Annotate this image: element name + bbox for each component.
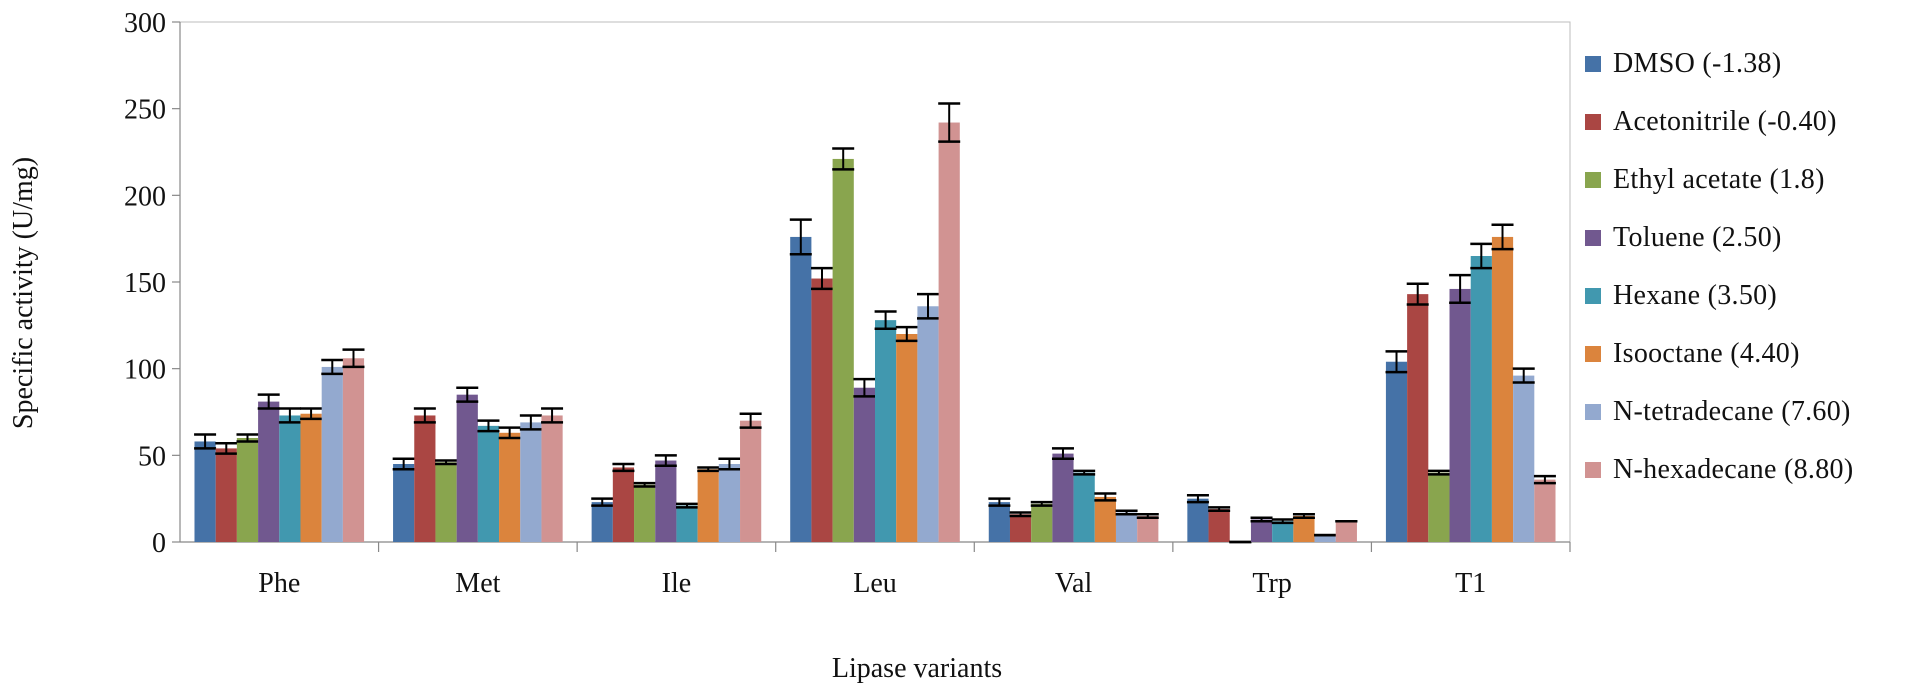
bar xyxy=(875,320,897,542)
bar xyxy=(393,464,415,542)
legend-label: Toluene (2.50) xyxy=(1613,222,1782,253)
bar xyxy=(541,415,563,542)
bar xyxy=(938,122,960,543)
bar xyxy=(1272,521,1294,542)
bar xyxy=(655,460,677,542)
bar xyxy=(520,422,542,542)
bar xyxy=(1491,236,1514,542)
bar xyxy=(832,158,854,542)
bar xyxy=(676,505,698,542)
legend-swatch xyxy=(1585,114,1601,130)
legend-label: N-hexadecane (8.80) xyxy=(1613,454,1854,485)
bar xyxy=(300,413,322,542)
bar xyxy=(1052,453,1074,542)
legend-swatch xyxy=(1585,56,1601,72)
bar xyxy=(740,420,762,542)
bar xyxy=(1534,479,1556,542)
y-tick-label: 0 xyxy=(152,528,166,559)
bar xyxy=(1314,535,1336,542)
legend-item: Toluene (2.50) xyxy=(1585,209,1915,267)
y-tick-label: 150 xyxy=(124,268,166,299)
y-tick-label: 250 xyxy=(124,95,166,126)
bar xyxy=(456,394,478,542)
bar xyxy=(321,366,343,542)
legend-item: Isooctane (4.40) xyxy=(1585,325,1915,383)
bar xyxy=(1293,516,1315,542)
bar xyxy=(917,306,939,542)
bar xyxy=(258,401,280,542)
bar xyxy=(591,502,613,542)
y-tick-label: 300 xyxy=(124,8,166,39)
x-tick-label: Trp xyxy=(1252,568,1291,599)
bar xyxy=(718,464,741,542)
x-tick-label: Val xyxy=(1055,568,1093,599)
legend-item: Ethyl acetate (1.8) xyxy=(1585,151,1915,209)
bar xyxy=(1094,496,1116,542)
bar xyxy=(811,278,833,542)
bar xyxy=(1115,512,1138,542)
x-tick-label: Phe xyxy=(258,568,300,599)
legend-label: Acetonitrile (-0.40) xyxy=(1613,106,1837,137)
legend-item: DMSO (-1.38) xyxy=(1585,35,1915,93)
bar xyxy=(697,469,719,542)
bar xyxy=(1187,498,1209,542)
bar xyxy=(612,467,635,542)
legend-swatch xyxy=(1585,404,1601,420)
bar xyxy=(236,438,259,542)
legend-swatch xyxy=(1585,230,1601,246)
legend-label: Ethyl acetate (1.8) xyxy=(1613,164,1825,195)
bar xyxy=(1009,514,1032,542)
bar xyxy=(1407,294,1429,542)
bar xyxy=(1428,472,1450,542)
bar xyxy=(896,334,918,542)
legend-label: N-tetradecane (7.60) xyxy=(1613,396,1851,427)
bar xyxy=(194,441,216,542)
legend-swatch xyxy=(1585,288,1601,304)
y-tick-label: 200 xyxy=(124,181,166,212)
bar xyxy=(215,448,237,542)
legend-item: Acetonitrile (-0.40) xyxy=(1585,93,1915,151)
x-tick-label: Leu xyxy=(853,568,897,599)
legend-item: N-hexadecane (8.80) xyxy=(1585,441,1915,499)
legend-label: Isooctane (4.40) xyxy=(1613,338,1800,369)
legend: DMSO (-1.38) Acetonitrile (-0.40) Ethyl ac… xyxy=(1585,35,1915,499)
bar xyxy=(1470,256,1492,542)
y-tick-label: 100 xyxy=(124,355,166,386)
x-tick-label: Met xyxy=(455,568,500,599)
y-tick-label: 50 xyxy=(138,441,166,472)
bar xyxy=(435,462,457,542)
x-axis-label: Lipase variants xyxy=(832,653,1002,684)
bar xyxy=(499,432,521,542)
bar xyxy=(414,415,436,542)
bar xyxy=(342,358,365,542)
legend-swatch xyxy=(1585,172,1601,188)
legend-label: Hexane (3.50) xyxy=(1613,280,1778,311)
bar xyxy=(477,425,500,542)
x-tick-label: T1 xyxy=(1455,568,1486,599)
bar xyxy=(1073,472,1095,542)
y-axis-label: Specific activity (U/mg) xyxy=(8,157,39,429)
legend-item: N-tetradecane (7.60) xyxy=(1585,383,1915,441)
bar xyxy=(634,484,656,542)
bar xyxy=(1335,521,1357,542)
bar xyxy=(790,236,812,542)
bar xyxy=(1137,516,1159,542)
bar xyxy=(1250,519,1273,542)
bar xyxy=(1208,509,1230,542)
bar xyxy=(1513,375,1535,542)
bar xyxy=(853,387,875,542)
legend-swatch xyxy=(1585,462,1601,478)
bar xyxy=(1449,288,1471,542)
legend-label: DMSO (-1.38) xyxy=(1613,48,1782,79)
x-tick-label: Ile xyxy=(662,568,692,599)
legend-swatch xyxy=(1585,346,1601,362)
bar xyxy=(1385,361,1408,542)
bar xyxy=(1031,503,1053,542)
bar xyxy=(279,415,301,542)
bar xyxy=(988,502,1010,542)
legend-item: Hexane (3.50) xyxy=(1585,267,1915,325)
